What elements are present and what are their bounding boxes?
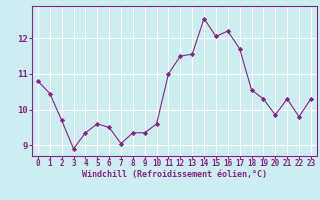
X-axis label: Windchill (Refroidissement éolien,°C): Windchill (Refroidissement éolien,°C) — [82, 170, 267, 179]
